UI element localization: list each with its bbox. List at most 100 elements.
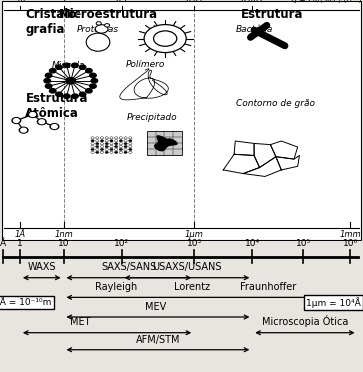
Bar	[147, 131, 182, 155]
Circle shape	[79, 92, 86, 96]
Circle shape	[91, 148, 94, 151]
Ellipse shape	[86, 33, 110, 51]
Circle shape	[49, 68, 56, 73]
Circle shape	[56, 65, 62, 69]
Circle shape	[96, 140, 99, 142]
Text: Miscela: Miscela	[52, 61, 86, 70]
Text: Microestrutura: Microestrutura	[59, 9, 159, 22]
Text: 1: 1	[17, 238, 23, 248]
Text: 1Å: 1Å	[15, 230, 25, 239]
Polygon shape	[154, 135, 178, 151]
Circle shape	[49, 89, 56, 93]
Circle shape	[129, 148, 132, 151]
Text: Rayleigh: Rayleigh	[95, 282, 137, 292]
Circle shape	[101, 137, 104, 139]
Circle shape	[96, 151, 99, 153]
Text: 1μm = 10⁴Å: 1μm = 10⁴Å	[306, 297, 360, 308]
Circle shape	[115, 137, 118, 139]
Text: Proteínas: Proteínas	[77, 25, 119, 34]
Circle shape	[101, 142, 104, 145]
Circle shape	[12, 118, 21, 124]
Text: 0.01: 0.01	[185, 0, 203, 4]
Circle shape	[96, 145, 99, 148]
Text: 10⁴: 10⁴	[245, 238, 260, 248]
Text: Contorno de grão: Contorno de grão	[236, 99, 315, 108]
Text: 10⁵: 10⁵	[295, 238, 311, 248]
Text: WAXS: WAXS	[28, 263, 56, 272]
Circle shape	[124, 148, 127, 151]
Circle shape	[119, 142, 123, 145]
Circle shape	[56, 92, 62, 96]
Circle shape	[110, 140, 113, 142]
Text: MET: MET	[70, 317, 90, 327]
Text: Cristalo-
grafia: Cristalo- grafia	[25, 9, 82, 36]
Circle shape	[110, 148, 113, 151]
Circle shape	[105, 142, 108, 145]
Circle shape	[101, 148, 104, 151]
Circle shape	[96, 148, 99, 151]
Circle shape	[79, 65, 86, 69]
Circle shape	[91, 137, 94, 139]
Text: Å: Å	[0, 238, 6, 248]
Circle shape	[90, 73, 96, 78]
Circle shape	[64, 63, 70, 67]
Circle shape	[115, 145, 118, 148]
Text: Bactéria: Bactéria	[236, 25, 273, 34]
Text: Vírus: Vírus	[152, 25, 175, 34]
Circle shape	[129, 151, 132, 153]
Circle shape	[37, 119, 46, 125]
Text: AFM/STM: AFM/STM	[136, 334, 180, 344]
Circle shape	[129, 140, 132, 142]
Circle shape	[91, 78, 98, 83]
Text: 1nm: 1nm	[54, 230, 73, 239]
Text: 10³: 10³	[187, 238, 202, 248]
Circle shape	[110, 137, 113, 139]
Circle shape	[105, 151, 108, 153]
Circle shape	[44, 78, 50, 83]
Text: Estrutura
Atômica: Estrutura Atômica	[25, 92, 88, 120]
Circle shape	[124, 151, 127, 153]
Circle shape	[91, 151, 94, 153]
Circle shape	[115, 148, 118, 151]
Ellipse shape	[96, 22, 101, 25]
Circle shape	[124, 142, 127, 145]
Text: Microscopia Ótica: Microscopia Ótica	[262, 315, 348, 327]
Circle shape	[30, 113, 36, 116]
Circle shape	[86, 89, 92, 93]
Text: Fraunhoffer: Fraunhoffer	[241, 282, 297, 292]
Circle shape	[124, 140, 127, 142]
Ellipse shape	[105, 24, 110, 27]
Text: Lorentz: Lorentz	[174, 282, 211, 292]
Circle shape	[129, 142, 132, 145]
Circle shape	[52, 125, 57, 128]
Circle shape	[154, 31, 177, 46]
Circle shape	[72, 94, 78, 98]
Circle shape	[101, 151, 104, 153]
Circle shape	[91, 140, 94, 142]
Text: 0.1: 0.1	[115, 0, 128, 4]
Circle shape	[105, 137, 108, 139]
Circle shape	[96, 137, 99, 139]
Circle shape	[50, 124, 59, 129]
Text: 10⁶: 10⁶	[343, 238, 358, 248]
Ellipse shape	[95, 25, 108, 33]
Circle shape	[105, 140, 108, 142]
Text: 1Å = 10⁻¹⁰m: 1Å = 10⁻¹⁰m	[0, 298, 52, 307]
Circle shape	[19, 127, 28, 133]
Circle shape	[45, 84, 52, 88]
Text: 0.001: 0.001	[240, 0, 264, 4]
Circle shape	[39, 120, 45, 124]
Circle shape	[28, 112, 37, 118]
Circle shape	[115, 151, 118, 153]
Circle shape	[119, 140, 123, 142]
Text: Q = 2π/(size) (Å⁻¹): Q = 2π/(size) (Å⁻¹)	[291, 0, 362, 4]
Circle shape	[90, 84, 96, 88]
Circle shape	[124, 145, 127, 148]
Circle shape	[101, 145, 104, 148]
Text: 1mm: 1mm	[339, 230, 361, 239]
Circle shape	[110, 151, 113, 153]
Text: Precipitado: Precipitado	[127, 113, 178, 122]
Circle shape	[110, 145, 113, 148]
Circle shape	[101, 140, 104, 142]
Circle shape	[45, 73, 52, 78]
